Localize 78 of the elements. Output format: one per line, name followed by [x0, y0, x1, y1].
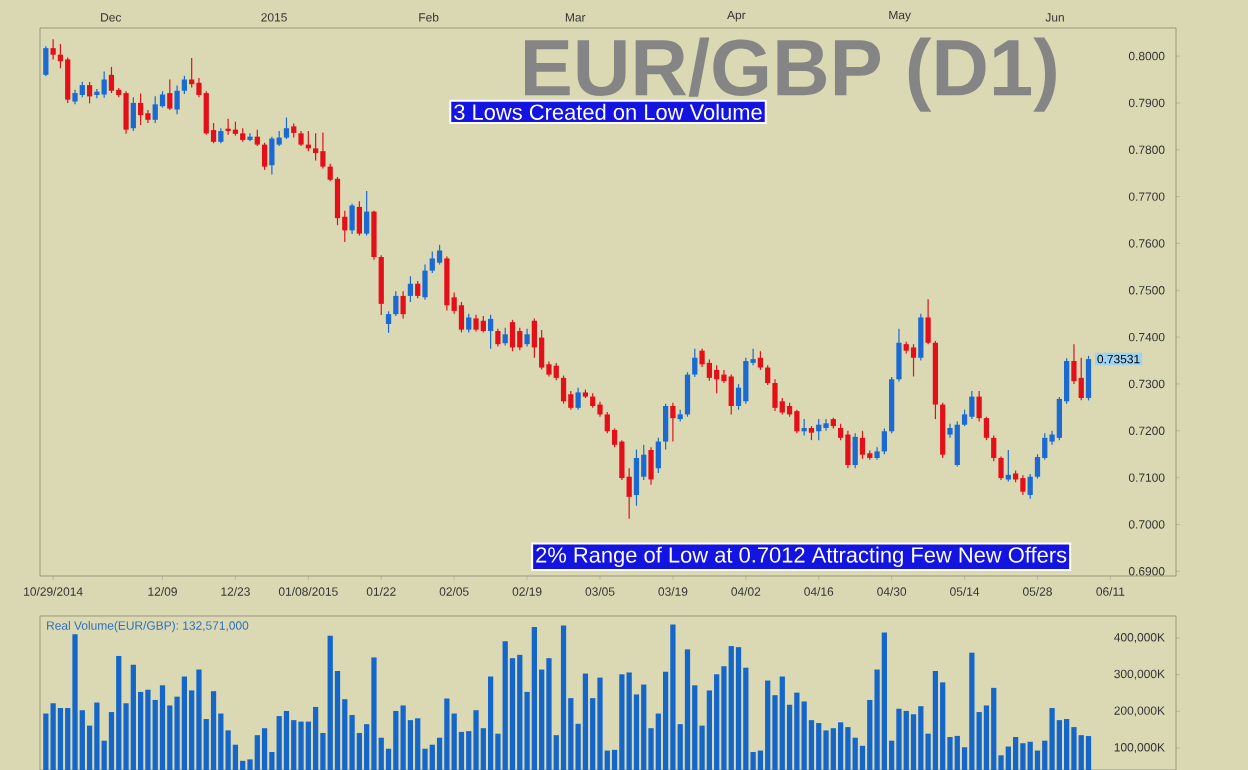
- candlestick: [954, 420, 960, 467]
- candlestick: [385, 310, 392, 334]
- candlestick: [130, 96, 136, 132]
- candlestick: [845, 430, 851, 469]
- candlestick: [684, 371, 691, 418]
- candlestick: [203, 90, 209, 136]
- candlestick: [765, 364, 771, 386]
- candlestick: [662, 403, 669, 451]
- candlestick: [706, 359, 712, 382]
- candlestick: [757, 350, 764, 371]
- candlestick: [655, 437, 661, 474]
- candlestick: [539, 329, 545, 371]
- candlestick: [378, 254, 384, 316]
- candlestick: [422, 263, 428, 301]
- candlestick: [174, 85, 180, 115]
- candlestick: [925, 298, 931, 345]
- annotation: 3 Lows Created on Low Volume: [454, 103, 762, 120]
- candlestick: [466, 313, 472, 334]
- candlestick: [918, 313, 924, 362]
- candlestick: [65, 56, 71, 104]
- candlestick: [714, 364, 720, 394]
- candlestick: [349, 203, 355, 235]
- candlestick: [991, 434, 997, 462]
- candlestick: [101, 70, 107, 99]
- candlestick: [633, 448, 640, 507]
- candlestick: [261, 142, 268, 171]
- candlestick: [1005, 449, 1011, 482]
- candlestick: [998, 455, 1004, 481]
- candlestick: [823, 418, 829, 432]
- candlestick: [364, 190, 370, 237]
- candlestick: [509, 319, 516, 352]
- candlestick: [181, 75, 188, 95]
- candlestick: [123, 90, 129, 135]
- candlestick: [1078, 357, 1084, 401]
- candlestick: [152, 95, 158, 124]
- candlestick: [852, 432, 858, 469]
- candlestick: [436, 244, 443, 266]
- candlestick: [393, 290, 399, 317]
- candlestick: [881, 427, 887, 455]
- candlestick: [976, 390, 982, 423]
- candlestick: [313, 132, 319, 162]
- candlestick: [400, 290, 406, 319]
- candlestick: [269, 136, 275, 176]
- candlestick: [283, 116, 290, 140]
- candlestick: [86, 81, 93, 104]
- candlestick: [560, 374, 567, 405]
- candlestick: [969, 390, 975, 420]
- candlestick: [910, 343, 917, 378]
- candlestick: [1020, 474, 1026, 496]
- candlestick: [1085, 355, 1092, 401]
- candlestick: [444, 255, 450, 312]
- candlestick: [407, 275, 414, 303]
- candlestick: [692, 348, 698, 378]
- candlestick: [138, 92, 144, 126]
- candlestick: [1027, 473, 1033, 500]
- candlestick: [648, 446, 654, 486]
- candlestick: [94, 88, 100, 99]
- candlestick: [743, 357, 749, 405]
- candlestick: [371, 210, 377, 261]
- candlestick: [670, 402, 676, 443]
- candlestick: [772, 378, 778, 412]
- candlestick: [517, 327, 523, 351]
- annotation: 2% Range of Low at 0.7012 Attracting Few New Offers: [536, 546, 1067, 568]
- candlestick: [108, 66, 115, 94]
- candlestick: [43, 45, 49, 77]
- candlestick: [429, 250, 435, 274]
- candlestick: [320, 131, 326, 170]
- candlestick: [983, 416, 990, 441]
- candlestick: [488, 314, 494, 350]
- candlestick: [728, 373, 734, 416]
- candlestick: [167, 78, 173, 111]
- candlestick: [859, 430, 866, 460]
- candlestick: [896, 328, 902, 383]
- candlestick: [575, 387, 581, 411]
- candlestick: [50, 38, 56, 60]
- candlestick: [794, 409, 800, 434]
- candlestick: [458, 301, 465, 334]
- candlestick: [356, 200, 362, 237]
